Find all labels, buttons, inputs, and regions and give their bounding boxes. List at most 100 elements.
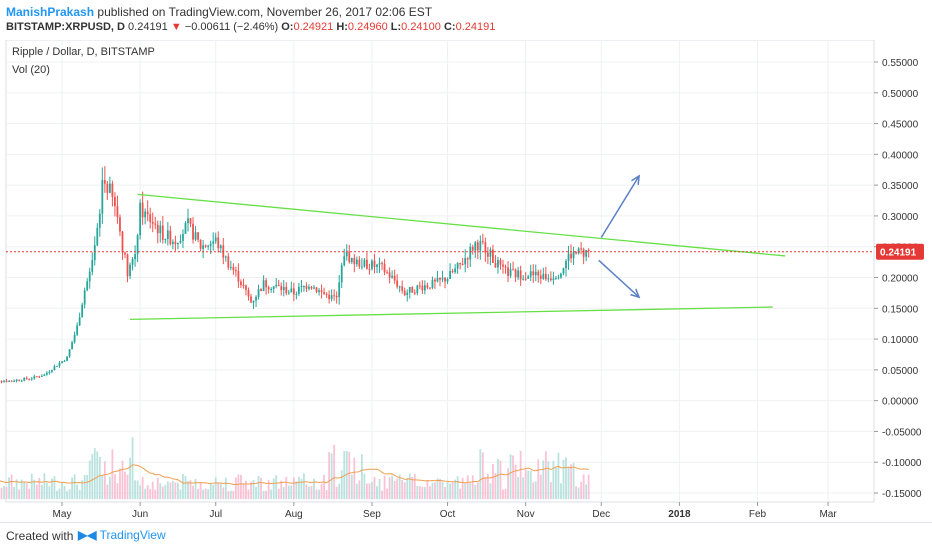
candle-body bbox=[338, 282, 341, 298]
volume-bar bbox=[187, 480, 189, 500]
candle-body bbox=[295, 293, 298, 295]
tradingview-logo[interactable]: ▶◀ TradingView bbox=[78, 528, 166, 542]
symbol-name: BITSTAMP:XRPUSD, D bbox=[6, 21, 125, 33]
candle-body bbox=[396, 280, 399, 287]
volume-bar bbox=[245, 480, 247, 500]
candle-body bbox=[408, 287, 411, 293]
y-tick-label: 0.35000 bbox=[882, 181, 919, 192]
candle-body bbox=[353, 257, 356, 265]
volume-bar bbox=[534, 481, 537, 500]
candle-body bbox=[166, 230, 169, 240]
candle-body bbox=[247, 289, 250, 297]
volume-bar bbox=[512, 455, 514, 500]
candle-body bbox=[25, 377, 28, 379]
candle-body bbox=[484, 242, 487, 253]
candle-body bbox=[277, 284, 280, 287]
candle-body bbox=[345, 251, 348, 257]
candle-body bbox=[30, 378, 33, 380]
candle-body bbox=[139, 202, 142, 236]
low-value: 0.24100 bbox=[401, 21, 441, 33]
candle-body bbox=[567, 253, 570, 261]
volume-bar bbox=[572, 463, 575, 500]
y-tick-label: -0.15000 bbox=[882, 489, 922, 500]
volume-bar bbox=[68, 489, 71, 500]
candle-body bbox=[171, 241, 174, 244]
candle-body bbox=[93, 245, 96, 261]
high-label: H: bbox=[336, 21, 348, 33]
volume-bar bbox=[154, 489, 157, 500]
candle-body bbox=[53, 366, 56, 370]
candle-body bbox=[204, 245, 207, 247]
author-link[interactable]: ManishPrakash bbox=[6, 5, 95, 19]
volume-bar bbox=[539, 474, 542, 500]
candle-body bbox=[479, 241, 482, 251]
candle-body bbox=[532, 271, 535, 276]
x-tick-label: Dec bbox=[592, 509, 610, 520]
candle-body bbox=[267, 287, 270, 290]
candle-body bbox=[164, 239, 167, 241]
price-chart[interactable]: 0.55000 0.50000 0.45000 0.40000 0.35000 0.300… bbox=[0, 40, 932, 522]
candle-body bbox=[116, 206, 119, 218]
symbol-line: BITSTAMP:XRPUSD, D 0.24191 ▼ −0.00611 (−… bbox=[6, 21, 495, 33]
candle-body bbox=[81, 304, 84, 318]
volume-bar bbox=[567, 467, 570, 500]
candle-body bbox=[131, 259, 134, 265]
volume-bar bbox=[381, 490, 383, 500]
volume-bar bbox=[51, 478, 53, 500]
volume-bar bbox=[444, 487, 446, 500]
volume-bar bbox=[353, 457, 356, 500]
candle-body bbox=[492, 249, 494, 263]
volume-bar bbox=[287, 485, 290, 500]
volume-bar bbox=[247, 489, 250, 500]
x-tick-label: May bbox=[53, 509, 72, 520]
volume-bar bbox=[310, 486, 313, 500]
candle-body bbox=[323, 292, 325, 294]
candle-body bbox=[199, 239, 202, 249]
plot-area bbox=[5, 40, 875, 503]
volume-bar bbox=[156, 477, 159, 500]
candle-body bbox=[240, 281, 242, 285]
candle-body bbox=[255, 296, 257, 301]
candle-body bbox=[136, 235, 139, 255]
volume-bar bbox=[116, 483, 119, 500]
candle-body bbox=[232, 266, 235, 271]
volume-bar bbox=[466, 475, 469, 500]
candle-body bbox=[429, 287, 431, 289]
volume-bar bbox=[411, 476, 414, 500]
volume-bar bbox=[166, 481, 169, 500]
candle-body bbox=[335, 295, 338, 298]
y-tick-label: 0.40000 bbox=[882, 150, 919, 161]
volume-bar bbox=[580, 481, 583, 500]
volume-bar bbox=[209, 482, 212, 500]
candle-body bbox=[383, 263, 386, 273]
candle-body bbox=[489, 249, 492, 257]
author-line: ManishPrakash published on TradingView.c… bbox=[6, 5, 432, 19]
candle-body bbox=[469, 246, 472, 260]
volume-bar bbox=[101, 475, 104, 500]
candle-body bbox=[476, 242, 479, 251]
candle-body bbox=[368, 268, 371, 270]
volume-bar bbox=[537, 459, 540, 500]
candle-body bbox=[179, 241, 182, 243]
volume-bar bbox=[13, 486, 16, 500]
last-price-label: 0.24191 bbox=[880, 248, 917, 259]
volume-bar bbox=[151, 481, 154, 500]
candle-body bbox=[28, 378, 31, 380]
volume-bar bbox=[192, 485, 194, 500]
volume-bar bbox=[429, 486, 431, 500]
volume-bar bbox=[504, 488, 507, 500]
candle-body bbox=[51, 369, 53, 372]
tradingview-mark-icon: ▶◀ bbox=[78, 528, 97, 542]
candle-body bbox=[580, 248, 583, 250]
volume-bar bbox=[408, 473, 411, 500]
volume-bar bbox=[401, 479, 404, 500]
candle-body bbox=[303, 285, 305, 287]
volume-bar bbox=[421, 486, 424, 500]
candle-body bbox=[217, 237, 220, 249]
candle-body bbox=[355, 259, 358, 265]
volume-bar bbox=[363, 473, 366, 500]
candle-body bbox=[262, 280, 265, 292]
candle-body bbox=[282, 286, 285, 291]
candle-body bbox=[502, 264, 504, 267]
created-with-text: Created with bbox=[6, 529, 74, 543]
